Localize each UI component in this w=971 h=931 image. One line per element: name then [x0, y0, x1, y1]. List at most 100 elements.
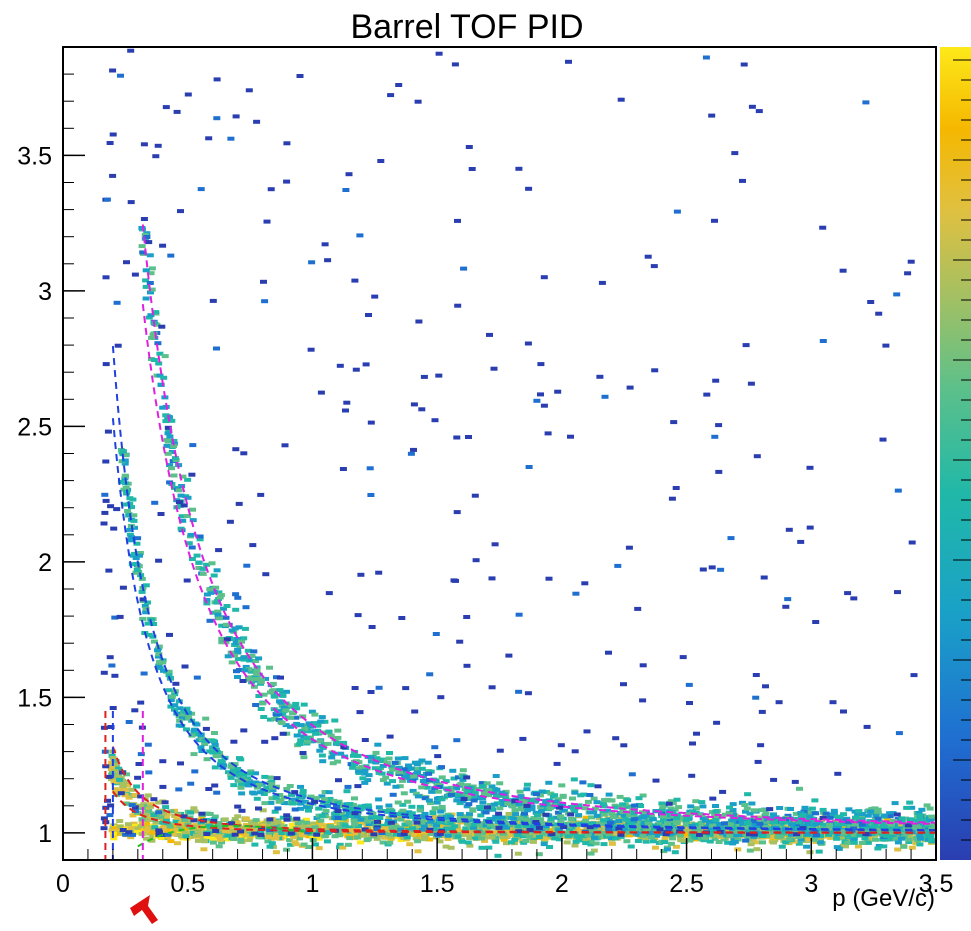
histogram-cell — [677, 838, 685, 843]
histogram-cell — [178, 821, 186, 826]
histogram-cell — [862, 823, 870, 828]
histogram-cell — [118, 770, 126, 775]
histogram-cell — [267, 783, 275, 788]
histogram-cell — [230, 783, 238, 788]
histogram-cell — [577, 829, 585, 834]
histogram-cell — [463, 663, 471, 668]
histogram-cell — [479, 796, 487, 801]
histogram-cell — [152, 820, 160, 825]
histogram-cell — [750, 818, 758, 823]
histogram-cell — [746, 828, 754, 833]
histogram-cell — [806, 814, 814, 819]
histogram-cell — [259, 808, 267, 813]
histogram-cell — [523, 787, 531, 792]
histogram-cell — [173, 815, 181, 820]
histogram-cell — [826, 815, 834, 820]
histogram-cell — [555, 828, 563, 833]
histogram-cell — [307, 724, 315, 729]
histogram-cell — [293, 721, 301, 726]
histogram-cell — [752, 840, 760, 845]
histogram-cell — [533, 792, 540, 797]
histogram-cell — [215, 821, 222, 826]
histogram-cell — [318, 813, 326, 818]
histogram-cell — [266, 775, 274, 780]
histogram-cell — [427, 831, 435, 836]
histogram-cell — [262, 572, 270, 577]
histogram-cell — [883, 834, 891, 838]
histogram-cell — [639, 793, 647, 798]
histogram-cell — [555, 837, 563, 842]
histogram-cell — [240, 728, 248, 733]
histogram-cell — [189, 518, 197, 523]
histogram-cell — [125, 830, 133, 835]
histogram-cell — [342, 408, 349, 413]
histogram-cell — [727, 536, 735, 541]
histogram-cell — [410, 402, 418, 407]
histogram-cell — [686, 838, 694, 843]
histogram-cell — [243, 563, 251, 568]
histogram-cell — [697, 821, 705, 825]
histogram-cell — [246, 771, 254, 776]
histogram-cell — [529, 824, 537, 829]
histogram-cell — [759, 840, 766, 845]
histogram-cell — [791, 779, 799, 784]
histogram-cell — [612, 736, 620, 741]
histogram-cell — [327, 733, 335, 738]
histogram-cell — [149, 634, 157, 639]
histogram-cell — [617, 834, 625, 839]
histogram-cell — [132, 556, 140, 560]
histogram-cell — [927, 835, 935, 840]
histogram-cell — [471, 790, 479, 795]
histogram-cell — [159, 784, 167, 789]
histogram-cell — [615, 818, 623, 823]
histogram-cell — [928, 838, 935, 843]
histogram-cell — [217, 593, 225, 598]
histogram-cell — [197, 745, 205, 750]
histogram-cell — [266, 717, 274, 722]
histogram-cell — [270, 694, 278, 699]
histogram-cell — [171, 707, 178, 712]
histogram-cell — [741, 825, 749, 830]
histogram-cell — [378, 831, 386, 835]
histogram-cell — [490, 802, 498, 807]
histogram-cell — [620, 743, 628, 748]
histogram-cell — [522, 838, 530, 843]
histogram-cell — [459, 768, 467, 773]
histogram-cell — [478, 845, 486, 850]
histogram-cell — [317, 719, 325, 724]
histogram-cell — [231, 832, 239, 837]
histogram-cell — [198, 811, 206, 816]
histogram-cell — [456, 639, 464, 644]
histogram-cell — [318, 715, 326, 720]
histogram-cell — [875, 844, 883, 848]
histogram-cell — [239, 679, 247, 683]
histogram-cell — [511, 799, 519, 804]
histogram-cell — [139, 597, 147, 602]
histogram-cell — [373, 836, 381, 841]
histogram-cell — [122, 474, 130, 479]
histogram-cell — [864, 813, 872, 818]
histogram-cell — [456, 816, 464, 821]
histogram-cell — [267, 800, 275, 805]
histogram-cell — [177, 526, 185, 531]
histogram-cell — [464, 783, 471, 788]
histogram-cell — [238, 808, 246, 813]
histogram-cell — [210, 590, 218, 594]
histogram-cell — [287, 724, 294, 729]
histogram-cell — [187, 810, 195, 815]
histogram-cell — [229, 768, 237, 773]
histogram-cell — [453, 738, 461, 743]
histogram-cell — [344, 784, 352, 789]
histogram-cell — [565, 59, 572, 64]
histogram-cell — [184, 477, 192, 482]
histogram-cell — [161, 800, 169, 805]
histogram-cell — [530, 816, 538, 821]
histogram-cell — [213, 568, 221, 573]
histogram-cell — [251, 842, 259, 847]
histogram-cell — [418, 407, 426, 412]
histogram-cell — [573, 822, 581, 827]
histogram-cell — [711, 218, 718, 223]
histogram-cell — [112, 826, 120, 831]
histogram-cell — [375, 797, 383, 802]
histogram-cell — [321, 242, 329, 247]
